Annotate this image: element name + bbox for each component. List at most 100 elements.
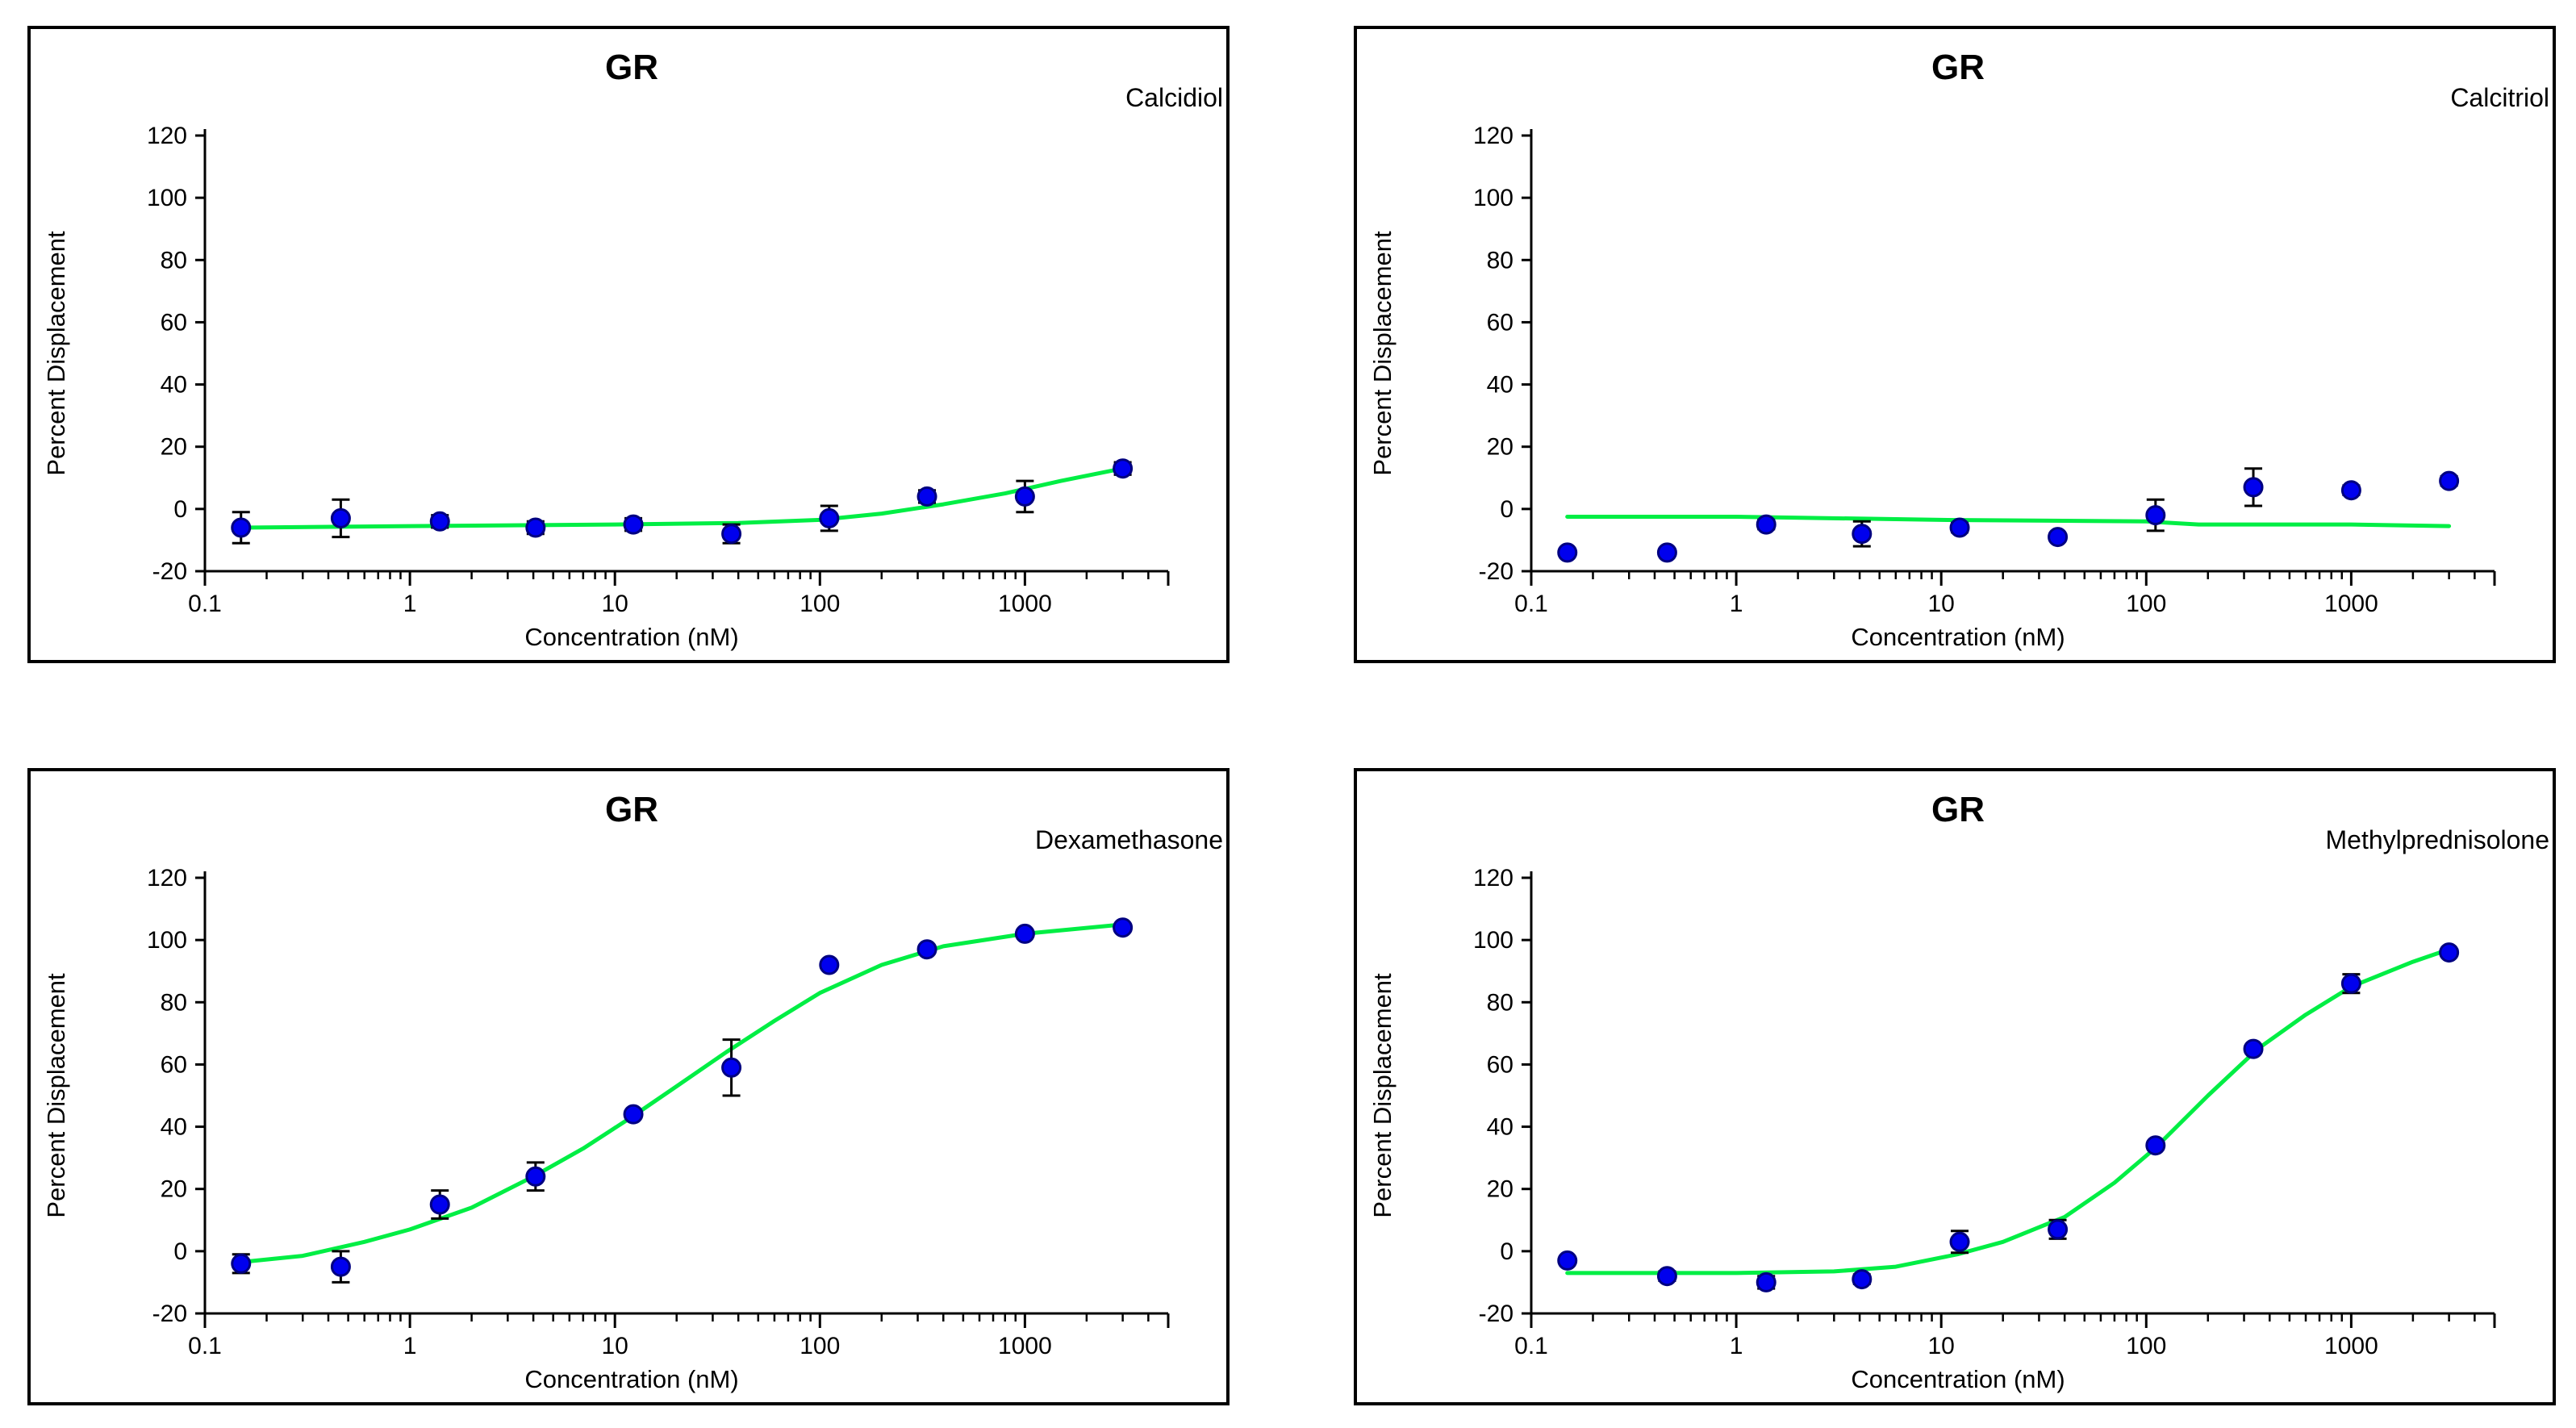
data-point-group bbox=[2439, 470, 2460, 491]
y-tick-label: 0 bbox=[1500, 1238, 1513, 1265]
chart-panel-calcitriol: GR Calcitriol 120 100 80 60 40 20 0 -20 0.1 1 10 100 1… bbox=[1354, 26, 2556, 663]
chart-panel-calcidiol: GR Calcidiol 120 100 80 60 40 20 0 -20 0.1 1 10 100 10… bbox=[27, 26, 1230, 663]
data-point-group bbox=[231, 1253, 252, 1275]
x-tick-label: 1000 bbox=[998, 591, 1052, 617]
data-point-group bbox=[623, 514, 644, 535]
chart-panel-methylprednisolone: GR Methylprednisolone 120 100 80 60 40 20 0 -20 0.… bbox=[1354, 768, 2556, 1405]
data-point bbox=[1949, 1231, 1970, 1252]
data-point bbox=[2340, 480, 2361, 501]
fit-curve bbox=[239, 466, 1125, 530]
chart-svg: GR Dexamethasone 120 100 80 60 40 20 0 -200.1 1 10 1… bbox=[42, 790, 1223, 1393]
y-tick-label: 100 bbox=[1473, 927, 1513, 954]
data-point-group bbox=[1113, 917, 1134, 938]
data-point bbox=[1113, 458, 1134, 479]
y-tick-label: 80 bbox=[1487, 989, 1513, 1016]
data-point bbox=[819, 507, 840, 528]
data-point-group bbox=[2048, 527, 2069, 548]
data-point-group bbox=[2243, 1038, 2264, 1059]
data-point bbox=[623, 514, 644, 535]
data-point-group bbox=[2048, 1218, 2069, 1240]
data-point-group bbox=[819, 504, 840, 532]
chart-svg: GR Calcidiol 120 100 80 60 40 20 0 -200.1 1 10 100 10… bbox=[42, 48, 1223, 651]
y-tick-label: 80 bbox=[161, 989, 187, 1016]
chart-panel-dexamethasone: GR Dexamethasone 120 100 80 60 40 20 0 -20 0.1 1 10 1… bbox=[27, 768, 1230, 1405]
data-point-group bbox=[1656, 542, 1677, 563]
data-point bbox=[429, 1194, 450, 1215]
x-tick-label: 1000 bbox=[2324, 1333, 2378, 1359]
data-point bbox=[1557, 1250, 1578, 1271]
data-point bbox=[721, 524, 742, 545]
chart-title: GR bbox=[1931, 48, 1985, 87]
data-point bbox=[1656, 1266, 1677, 1287]
data-point bbox=[330, 507, 351, 528]
x-axis-label: Concentration (nM) bbox=[524, 1365, 738, 1393]
data-point-group bbox=[1949, 1230, 1970, 1255]
compound-label: Methylprednisolone bbox=[2326, 825, 2550, 854]
x-tick-label: 0.1 bbox=[1514, 591, 1548, 617]
data-point bbox=[231, 517, 252, 538]
data-point-group bbox=[721, 1038, 742, 1097]
data-point-group bbox=[623, 1104, 644, 1125]
fit-curve bbox=[239, 922, 1125, 1264]
y-tick-label: 60 bbox=[161, 309, 187, 336]
x-tick-label: 0.1 bbox=[188, 591, 222, 617]
data-point-group bbox=[2340, 480, 2361, 501]
fit-curve bbox=[1565, 947, 2452, 1276]
data-point-group bbox=[1656, 1266, 1677, 1287]
data-point-group bbox=[1852, 1269, 1873, 1290]
x-axis-label: Concentration (nM) bbox=[1851, 1365, 2065, 1393]
data-point-group bbox=[1557, 542, 1578, 563]
data-point-group bbox=[525, 1161, 546, 1192]
data-point bbox=[2243, 1038, 2264, 1059]
compound-label: Dexamethasone bbox=[1035, 825, 1223, 854]
y-tick-label: 60 bbox=[1487, 1051, 1513, 1078]
x-tick-label: 10 bbox=[1928, 1333, 1955, 1359]
chart-svg: GR Calcitriol 120 100 80 60 40 20 0 -200.1 1 10 100 1… bbox=[1368, 48, 2549, 651]
y-tick-label: 100 bbox=[147, 185, 187, 211]
data-point-group bbox=[916, 939, 937, 960]
data-point bbox=[2243, 477, 2264, 498]
x-axis-label: Concentration (nM) bbox=[1851, 623, 2065, 651]
data-point bbox=[525, 1166, 546, 1187]
x-tick-label: 0.1 bbox=[1514, 1333, 1548, 1359]
data-point bbox=[2340, 973, 2361, 994]
y-tick-label: 20 bbox=[1487, 1176, 1513, 1203]
y-tick-label: 20 bbox=[1487, 434, 1513, 461]
chart-title: GR bbox=[1931, 790, 1985, 829]
y-tick-label: 80 bbox=[1487, 247, 1513, 273]
y-tick-label: 60 bbox=[161, 1051, 187, 1078]
data-point bbox=[1557, 542, 1578, 563]
data-point bbox=[721, 1057, 742, 1078]
y-tick-label: -20 bbox=[152, 558, 187, 585]
data-point-group bbox=[1557, 1250, 1578, 1271]
fit-curve bbox=[1565, 515, 2452, 528]
data-point-group bbox=[1756, 514, 1776, 535]
data-point-group bbox=[1113, 458, 1134, 479]
y-tick-label: 40 bbox=[1487, 1114, 1513, 1141]
data-point-group bbox=[525, 517, 546, 538]
data-point-group bbox=[1014, 923, 1035, 944]
y-tick-label: 20 bbox=[161, 434, 187, 461]
y-axis-label: Percent Displacement bbox=[42, 973, 70, 1218]
y-tick-label: 40 bbox=[161, 372, 187, 399]
data-point bbox=[2145, 1135, 2166, 1156]
compound-label: Calcidiol bbox=[1125, 83, 1223, 112]
data-point bbox=[1113, 917, 1134, 938]
data-point bbox=[1014, 486, 1035, 507]
data-point-group bbox=[330, 498, 351, 539]
data-point bbox=[330, 1256, 351, 1277]
y-tick-label: 120 bbox=[1473, 123, 1513, 149]
x-axis-label: Concentration (nM) bbox=[524, 623, 738, 651]
data-point bbox=[819, 954, 840, 975]
chart-title: GR bbox=[605, 48, 658, 87]
data-point bbox=[1756, 1271, 1776, 1292]
data-point bbox=[1756, 514, 1776, 535]
data-point bbox=[525, 517, 546, 538]
data-point bbox=[1852, 524, 1873, 545]
data-point bbox=[2439, 470, 2460, 491]
chart-svg: GR Methylprednisolone 120 100 80 60 40 20 0 -200.… bbox=[1368, 790, 2550, 1393]
y-tick-label: 60 bbox=[1487, 309, 1513, 336]
data-point bbox=[2145, 505, 2166, 526]
data-point-group bbox=[1756, 1271, 1776, 1292]
x-tick-label: 1 bbox=[1730, 591, 1743, 617]
